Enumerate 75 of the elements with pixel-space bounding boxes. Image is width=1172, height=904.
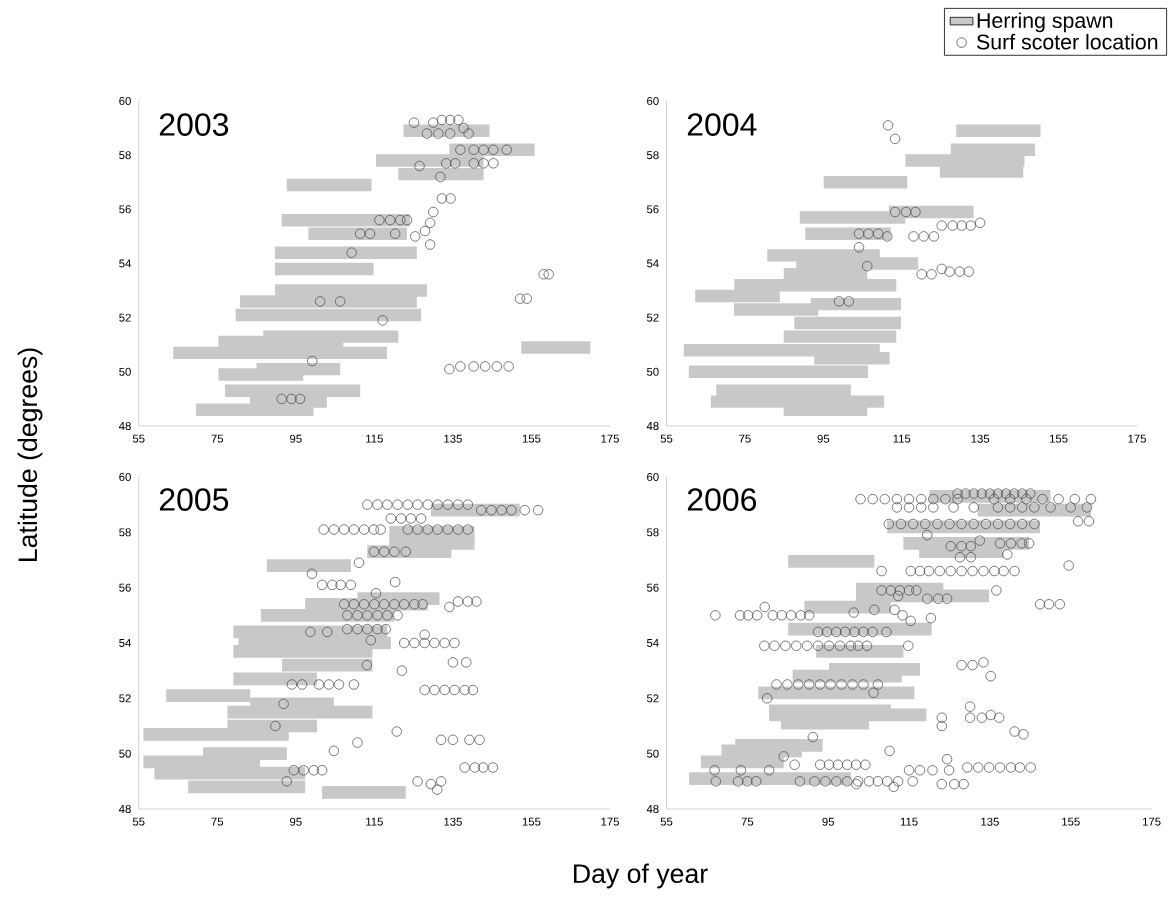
bar	[274, 246, 417, 259]
bar	[266, 559, 351, 572]
y-tick-label: 48	[646, 804, 659, 813]
x-tick-label: 175	[1143, 817, 1161, 826]
y-tick-label: 60	[119, 96, 131, 105]
y-tick-label: 52	[119, 694, 131, 703]
x-axis-title: Day of year	[574, 863, 708, 889]
y-tick-label: 54	[646, 259, 659, 268]
y-tick-label: 50	[119, 749, 131, 758]
y-axis-title: Latitude (degrees)	[17, 348, 43, 561]
y-tick-label: 52	[119, 313, 131, 322]
bar	[521, 341, 591, 354]
y-tick-label: 48	[646, 421, 659, 430]
y-tick-label: 58	[646, 528, 659, 537]
chart-title: 2003	[159, 113, 229, 136]
y-tick-label: 48	[118, 421, 131, 430]
y-tick-label: 60	[647, 472, 659, 481]
bar	[274, 262, 374, 276]
x-tick-label: 95	[822, 817, 835, 826]
x-tick-label: 95	[290, 817, 302, 826]
y-tick-label: 50	[646, 367, 659, 376]
legend-label: Herring spawn	[977, 12, 1113, 33]
x-tick-label: 115	[900, 817, 918, 826]
y-tick-label: 50	[119, 367, 131, 376]
x-tick-label: 95	[290, 434, 302, 443]
bar	[816, 644, 904, 658]
bar	[286, 178, 372, 192]
y-tick-label: 52	[646, 313, 659, 322]
y-tick-label: 48	[118, 804, 131, 813]
y-tick-label: 56	[646, 205, 659, 214]
bar	[823, 176, 908, 189]
x-tick-label: 75	[211, 817, 224, 826]
x-tick-label: 115	[366, 434, 383, 443]
y-tick-label: 56	[119, 583, 131, 592]
x-tick-label: 55	[132, 817, 145, 826]
x-tick-label: 135	[981, 817, 999, 826]
y-tick-label: 54	[119, 259, 132, 268]
y-tick-label: 58	[646, 151, 659, 160]
x-tick-label: 135	[444, 817, 462, 826]
x-tick-label: 175	[601, 434, 619, 443]
x-tick-label: 155	[522, 434, 541, 443]
y-tick-label: 50	[646, 749, 659, 758]
bar	[322, 786, 406, 799]
y-tick-label: 58	[119, 528, 131, 537]
y-tick-label: 60	[119, 472, 131, 481]
y-tick-label: 54	[119, 639, 132, 647]
x-tick-label: 175	[1128, 434, 1146, 443]
x-tick-label: 155	[1062, 817, 1080, 826]
chart-title: 2005	[159, 488, 229, 511]
x-tick-label: 115	[366, 817, 383, 826]
x-tick-label: 155	[522, 817, 541, 826]
bar	[233, 672, 318, 686]
x-tick-label: 135	[971, 434, 990, 443]
x-tick-label: 175	[601, 817, 619, 826]
chart-title: 2006	[687, 488, 757, 511]
y-tick-label: 60	[647, 96, 659, 105]
x-tick-label: 95	[817, 434, 830, 443]
bar	[788, 555, 875, 568]
bar	[956, 124, 1041, 138]
x-tick-label: 55	[660, 817, 673, 826]
x-tick-label: 155	[1049, 434, 1068, 443]
y-tick-label: 54	[646, 639, 659, 647]
x-tick-label: 55	[132, 434, 145, 443]
y-tick-label: 56	[119, 205, 131, 214]
x-tick-label: 55	[660, 434, 673, 443]
x-tick-label: 135	[444, 434, 462, 443]
x-tick-label: 75	[211, 434, 224, 443]
x-tick-label: 115	[893, 434, 911, 443]
chart-title: 2004	[687, 113, 757, 136]
x-tick-label: 75	[741, 817, 754, 826]
legend-label: Surf scoter location	[976, 33, 1158, 50]
y-tick-label: 56	[646, 583, 659, 592]
y-tick-label: 52	[646, 694, 659, 703]
x-tick-label: 75	[739, 434, 751, 443]
y-tick-label: 58	[119, 151, 131, 160]
